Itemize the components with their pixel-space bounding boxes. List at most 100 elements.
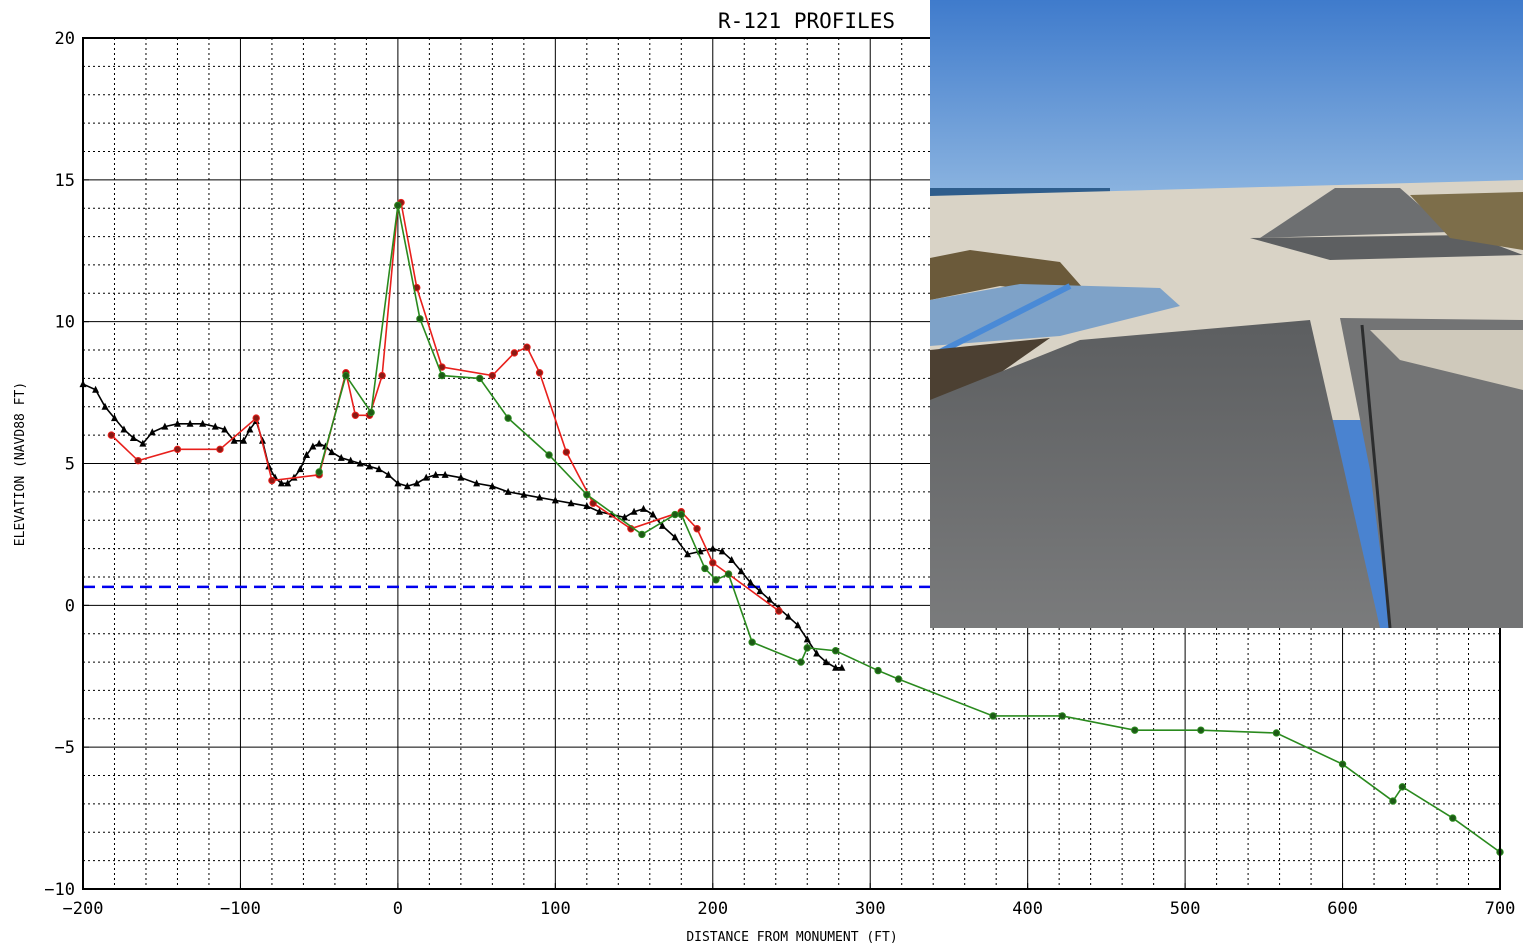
- broken-asphalt-main: [930, 320, 1380, 628]
- data-point: [510, 349, 519, 357]
- data-point: [101, 402, 109, 410]
- data-point: [413, 479, 421, 487]
- data-point: [246, 425, 254, 433]
- data-point: [120, 425, 128, 433]
- data-point: [649, 510, 657, 518]
- water-puddle: [930, 284, 1180, 346]
- data-point: [268, 476, 276, 485]
- data-point: [551, 496, 559, 504]
- data-point: [347, 456, 355, 464]
- x-tick-label: 700: [1485, 899, 1516, 919]
- data-point: [832, 663, 840, 671]
- data-point: [277, 479, 285, 487]
- data-point: [378, 371, 386, 380]
- x-axis-ticks: −200 −100 0 100 200 300 400 500 600 700: [63, 883, 1516, 919]
- data-point: [677, 510, 685, 519]
- series-line: [318, 205, 1501, 853]
- data-point: [775, 607, 783, 615]
- data-point: [488, 482, 496, 490]
- data-point: [296, 465, 304, 473]
- data-point: [693, 525, 701, 533]
- data-point: [894, 675, 903, 683]
- data-point: [822, 658, 830, 666]
- x-tick-label: 0: [393, 899, 403, 919]
- data-point: [658, 521, 666, 529]
- data-point: [375, 465, 383, 473]
- data-point: [1338, 760, 1347, 768]
- sky-area: [930, 0, 1523, 200]
- x-tick-label: −100: [220, 899, 261, 919]
- data-point: [608, 510, 616, 518]
- data-point: [321, 442, 329, 450]
- data-point: [874, 666, 882, 675]
- road-crack: [1360, 324, 1392, 628]
- beach-road-photo: [930, 0, 1523, 628]
- data-point: [718, 547, 726, 555]
- data-point: [328, 448, 336, 456]
- data-point: [737, 567, 745, 575]
- data-point: [457, 473, 465, 481]
- data-point: [342, 371, 350, 380]
- vegetation-right: [1410, 192, 1523, 250]
- y-tick-label: 20: [55, 29, 75, 49]
- data-point: [356, 459, 364, 467]
- data-point: [583, 502, 591, 510]
- data-point: [630, 507, 638, 515]
- data-point: [831, 647, 840, 655]
- data-point: [1449, 814, 1457, 822]
- data-point: [303, 450, 311, 458]
- y-tick-label: 0: [65, 596, 75, 616]
- data-point: [134, 456, 142, 465]
- data-point: [784, 612, 792, 620]
- blue-pipe: [930, 283, 1072, 360]
- data-point: [240, 436, 248, 444]
- data-point: [638, 530, 646, 539]
- data-point: [199, 419, 207, 427]
- data-point: [315, 468, 323, 476]
- data-point: [351, 411, 360, 419]
- data-point: [701, 564, 709, 573]
- x-tick-label: 400: [1012, 899, 1043, 919]
- data-point: [284, 479, 292, 487]
- data-point: [432, 470, 440, 478]
- x-tick-label: 200: [697, 899, 728, 919]
- data-point: [476, 374, 484, 383]
- data-point: [252, 414, 260, 422]
- data-point: [756, 587, 764, 595]
- y-tick-label: 5: [65, 455, 75, 475]
- data-point: [523, 343, 531, 351]
- x-axis-label: DISTANCE FROM MONUMENT (FT): [686, 930, 897, 945]
- y-tick-label: −5: [55, 738, 75, 758]
- data-point: [520, 490, 528, 498]
- data-point: [1058, 712, 1067, 720]
- data-point: [671, 510, 679, 519]
- data-point: [1272, 729, 1281, 737]
- data-point: [107, 431, 116, 439]
- data-point: [92, 385, 100, 393]
- data-point: [422, 473, 430, 481]
- data-point: [621, 513, 629, 521]
- data-point: [161, 422, 169, 430]
- data-point: [765, 595, 773, 603]
- data-point: [394, 479, 402, 487]
- series-line: [82, 383, 842, 669]
- data-point: [813, 649, 821, 657]
- data-point: [216, 445, 224, 454]
- data-point: [712, 576, 720, 584]
- data-point: [504, 414, 512, 422]
- data-point: [1398, 783, 1407, 791]
- data-point: [110, 414, 118, 422]
- data-point: [797, 658, 805, 666]
- data-point: [671, 533, 679, 541]
- data-point: [728, 555, 736, 563]
- data-point: [173, 419, 181, 427]
- data-point: [309, 442, 317, 450]
- x-tick-label: 600: [1327, 899, 1358, 919]
- data-point: [148, 428, 156, 436]
- data-point: [748, 638, 756, 646]
- data-point: [488, 371, 497, 380]
- data-point: [129, 433, 137, 441]
- x-tick-label: −200: [63, 899, 104, 919]
- data-point: [535, 369, 544, 377]
- data-point: [794, 621, 802, 629]
